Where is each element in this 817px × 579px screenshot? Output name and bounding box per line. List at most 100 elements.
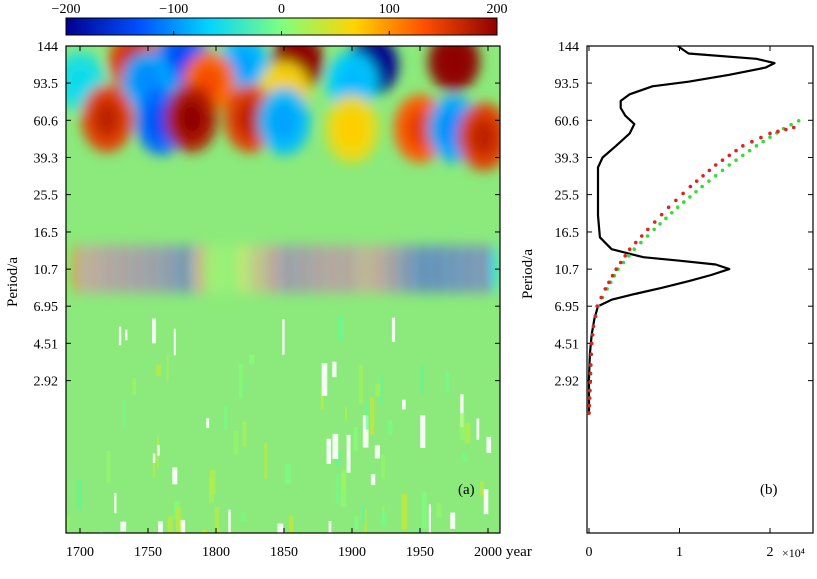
x-tick-label: 2000 [474,545,502,560]
significance-dot [639,240,643,245]
short-period-noise [233,430,239,455]
significance-dot [768,135,772,140]
short-period-noise [173,328,176,356]
significance-dot [610,273,615,278]
y-tick-label: 2.92 [555,375,580,390]
colorbar-tick-label: −200 [52,2,81,17]
heatmap-feature-core [94,99,121,138]
significance-dot [599,295,604,300]
y-tick-label: 25.5 [34,189,59,204]
short-period-noise [114,493,117,514]
short-period-noise [387,420,393,436]
y-tick-label: 10.7 [555,263,580,278]
short-period-noise [358,365,363,404]
short-period-noise [379,376,383,405]
significance-dot [623,254,627,258]
short-period-noise [459,413,465,441]
significance-dot [627,247,632,251]
short-period-noise [364,509,367,533]
heatmap-feature-core [178,99,205,138]
short-period-noise [326,438,332,464]
colorbar-tick-label: 100 [379,2,400,17]
significance-dot [666,205,671,210]
significance-dot [589,341,594,346]
x-tick-label: 1900 [338,545,366,560]
significance-dot [741,144,745,148]
short-period-noise [155,364,162,376]
significance-dot [688,195,692,199]
short-period-noise [391,317,396,342]
short-period-noise [445,371,450,393]
significance-dot [720,168,725,173]
significance-dot [727,163,732,167]
short-period-noise [337,315,344,342]
short-period-noise [288,516,294,533]
significance-dot [754,144,759,148]
x-tick-label: 1750 [134,545,162,560]
y-tick-label: 93.5 [34,77,59,92]
short-period-noise [436,503,442,518]
short-period-noise [172,467,178,485]
short-period-noise [332,433,339,459]
short-period-noise [480,481,484,497]
short-period-noise [179,519,186,533]
short-period-noise [483,488,489,515]
significance-dot [633,240,638,245]
y-tick-label: 16.5 [34,226,59,241]
short-period-noise [320,389,325,410]
colorbar: −200 −100 0 100 200 [52,2,508,36]
short-period-noise [209,469,216,495]
short-period-noise [285,464,291,485]
significance-dot [589,363,593,367]
x-tick-label: 0 [586,545,593,560]
short-period-noise [370,474,376,486]
significance-dot [591,324,596,329]
short-period-noise [152,454,156,478]
significance-dot [587,396,592,400]
significance-dot [639,234,644,238]
significance-dot [588,371,593,376]
significance-dot [700,184,704,189]
significance-dot [713,163,718,167]
significance-dot [664,216,668,221]
panel-a: 144 93.5 60.6 39.3 25.5 16.5 10.7 6.95 4.51 2.92 1… [5,40,532,560]
y-tick-label: 39.3 [34,151,59,166]
short-period-noise [214,507,220,533]
x-tick-label: 1700 [66,545,94,560]
short-period-noise [341,469,346,491]
short-period-noise [381,512,388,527]
significance-dotted-series [587,125,796,415]
significance-dot [645,234,650,238]
y-tick-label: 39.3 [555,151,580,166]
y-tick-label: 4.51 [34,337,59,352]
short-period-noise [248,354,255,365]
significance-dot [587,403,592,408]
significance-dot [681,191,685,196]
short-period-noise [157,445,160,456]
short-period-noise [66,515,70,530]
significance-dot [791,125,796,130]
short-period-noise [362,415,369,448]
short-period-noise [354,516,359,530]
significance-dot [720,158,725,163]
significance-dot [750,139,754,144]
short-period-noise [344,406,348,420]
y-tick-label: 4.51 [555,337,580,352]
short-period-noise [428,504,431,533]
significance-dot [593,314,598,319]
significance-dot [674,198,678,203]
y-tick-label: 6.95 [555,300,580,315]
short-period-noise [335,474,340,505]
significance-dot [627,254,631,258]
short-period-noise [106,451,111,484]
short-period-noise [242,421,247,447]
colorbar-tick-label: 0 [278,2,285,17]
significance-dot [747,148,752,153]
short-period-noise [152,453,156,463]
significance-dot [713,173,718,178]
significance-dot [632,247,637,251]
significance-dot [741,153,745,158]
x-tick-label: 1950 [406,545,434,560]
heatmap-feature-core [230,48,257,82]
short-period-noise [476,418,480,440]
